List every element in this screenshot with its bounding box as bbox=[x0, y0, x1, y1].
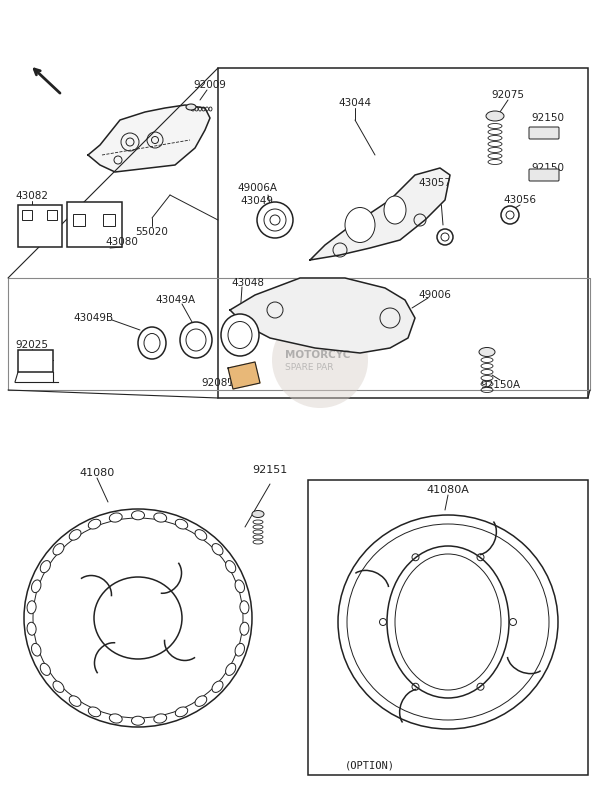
Ellipse shape bbox=[384, 196, 406, 224]
Text: 92150A: 92150A bbox=[480, 380, 520, 390]
Ellipse shape bbox=[175, 519, 188, 529]
Text: 41080A: 41080A bbox=[427, 485, 469, 495]
Text: 92151: 92151 bbox=[253, 465, 287, 475]
Bar bbox=[103, 214, 115, 226]
Ellipse shape bbox=[32, 643, 41, 656]
Polygon shape bbox=[310, 168, 450, 260]
Ellipse shape bbox=[235, 580, 244, 593]
Ellipse shape bbox=[131, 510, 145, 520]
Bar bbox=[218, 68, 588, 398]
Ellipse shape bbox=[212, 543, 223, 555]
Ellipse shape bbox=[27, 601, 36, 614]
Text: 43049B: 43049B bbox=[73, 313, 113, 323]
Text: 43057: 43057 bbox=[419, 178, 452, 188]
Ellipse shape bbox=[40, 663, 50, 675]
Text: 92075: 92075 bbox=[491, 90, 524, 100]
Ellipse shape bbox=[235, 643, 244, 656]
Ellipse shape bbox=[240, 622, 249, 635]
Ellipse shape bbox=[479, 347, 495, 357]
Ellipse shape bbox=[387, 546, 509, 698]
Ellipse shape bbox=[195, 696, 207, 706]
Circle shape bbox=[272, 312, 368, 408]
Ellipse shape bbox=[27, 622, 36, 635]
Ellipse shape bbox=[212, 681, 223, 693]
Polygon shape bbox=[228, 362, 260, 389]
Ellipse shape bbox=[53, 543, 64, 555]
Text: 43048: 43048 bbox=[232, 278, 265, 288]
Text: 92150: 92150 bbox=[532, 163, 565, 173]
FancyBboxPatch shape bbox=[18, 350, 53, 372]
Ellipse shape bbox=[131, 716, 145, 726]
Text: 92081: 92081 bbox=[202, 378, 235, 388]
Ellipse shape bbox=[226, 663, 236, 675]
Ellipse shape bbox=[195, 530, 207, 540]
Ellipse shape bbox=[252, 510, 264, 518]
Text: 43080: 43080 bbox=[106, 237, 139, 247]
FancyBboxPatch shape bbox=[529, 127, 559, 139]
Ellipse shape bbox=[32, 580, 41, 593]
Ellipse shape bbox=[180, 322, 212, 358]
Ellipse shape bbox=[175, 707, 188, 717]
FancyBboxPatch shape bbox=[529, 169, 559, 181]
Ellipse shape bbox=[154, 714, 167, 723]
Text: SPARE PAR: SPARE PAR bbox=[285, 363, 334, 372]
Circle shape bbox=[501, 206, 519, 224]
Ellipse shape bbox=[345, 207, 375, 242]
Text: 43049: 43049 bbox=[241, 196, 274, 206]
Text: 43049A: 43049A bbox=[155, 295, 195, 305]
Ellipse shape bbox=[240, 601, 249, 614]
Circle shape bbox=[437, 229, 453, 245]
Ellipse shape bbox=[53, 681, 64, 693]
FancyBboxPatch shape bbox=[18, 205, 62, 247]
Ellipse shape bbox=[109, 513, 122, 522]
Ellipse shape bbox=[88, 707, 101, 717]
Text: (OPTION): (OPTION) bbox=[345, 760, 395, 770]
Text: MOTORCYC: MOTORCYC bbox=[285, 350, 350, 360]
Bar bbox=[47, 210, 57, 220]
Text: 92025: 92025 bbox=[16, 340, 49, 350]
Ellipse shape bbox=[40, 561, 50, 573]
Polygon shape bbox=[88, 105, 210, 172]
Text: 49006A: 49006A bbox=[237, 183, 277, 193]
Ellipse shape bbox=[94, 577, 182, 659]
Text: 41080: 41080 bbox=[79, 468, 115, 478]
Bar bbox=[73, 214, 85, 226]
Ellipse shape bbox=[221, 314, 259, 356]
Ellipse shape bbox=[338, 515, 558, 729]
Ellipse shape bbox=[486, 111, 504, 121]
Text: 49006: 49006 bbox=[419, 290, 451, 300]
Ellipse shape bbox=[226, 561, 236, 573]
Text: 43056: 43056 bbox=[503, 195, 536, 205]
Ellipse shape bbox=[69, 696, 81, 706]
Ellipse shape bbox=[154, 513, 167, 522]
Bar bbox=[67, 202, 122, 247]
Ellipse shape bbox=[186, 104, 196, 110]
Text: 55020: 55020 bbox=[136, 227, 169, 237]
Ellipse shape bbox=[109, 714, 122, 723]
Ellipse shape bbox=[69, 530, 81, 540]
Ellipse shape bbox=[24, 509, 252, 727]
Bar bbox=[22, 210, 32, 220]
Text: 43082: 43082 bbox=[16, 191, 49, 201]
Ellipse shape bbox=[138, 327, 166, 359]
Polygon shape bbox=[230, 278, 415, 353]
Text: 43044: 43044 bbox=[338, 98, 371, 108]
Text: 92150: 92150 bbox=[532, 113, 565, 123]
Bar bbox=[308, 480, 588, 775]
Text: 92009: 92009 bbox=[194, 80, 226, 90]
Ellipse shape bbox=[88, 519, 101, 529]
Circle shape bbox=[257, 202, 293, 238]
